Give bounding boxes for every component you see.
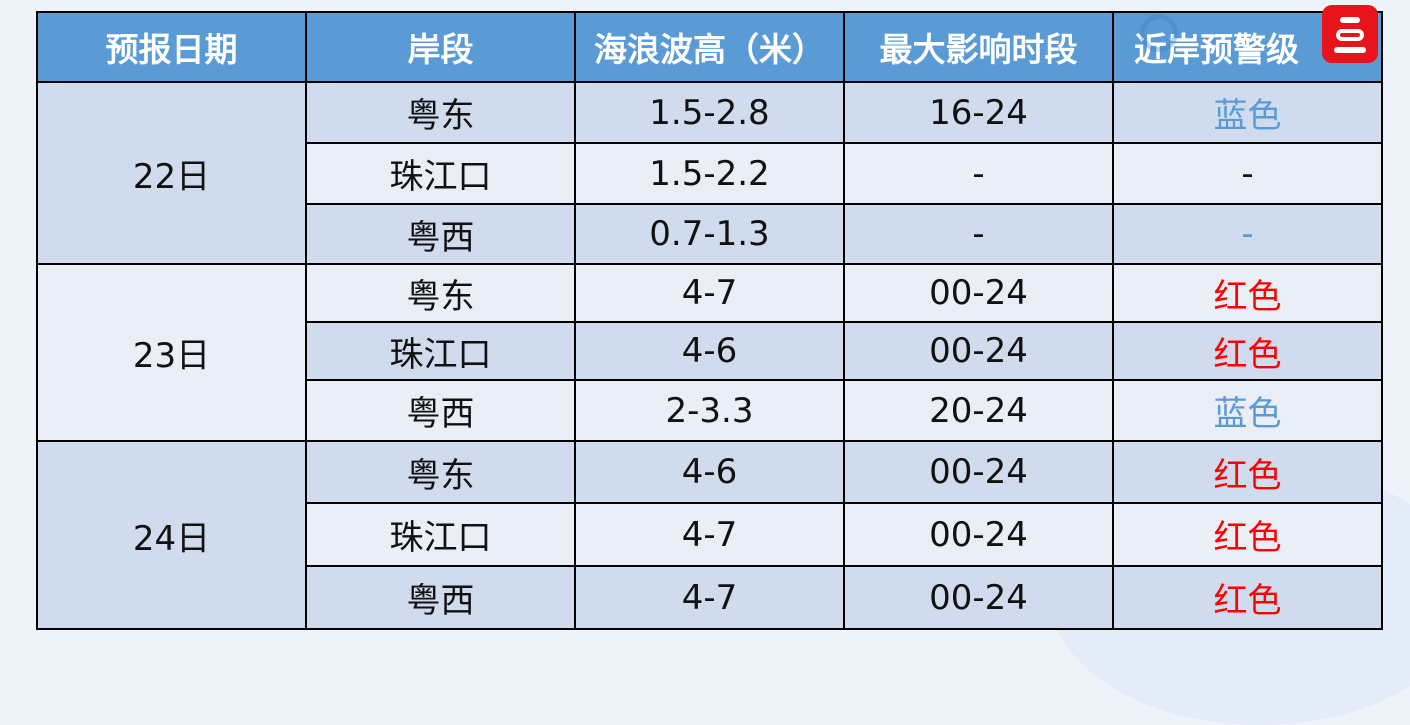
period-cell: 00-24 <box>843 321 1114 381</box>
period-cell: 00-24 <box>843 440 1114 504</box>
table-header-row: 预报日期 岸段 海浪波高（米） 最大影响时段 近岸预警级 <box>36 11 1383 83</box>
period-cell: 16-24 <box>843 81 1114 144</box>
wave-height-cell: 4-7 <box>574 263 845 323</box>
table-row: 珠江口 4-7 00-24 红色 <box>37 502 1383 567</box>
warning-level-cell: 蓝色 <box>1112 379 1383 442</box>
wave-height-cell: 1.5-2.8 <box>574 81 845 144</box>
wave-height-cell: 4-7 <box>574 565 845 630</box>
warning-level-cell: 蓝色 <box>1112 81 1383 144</box>
header-date: 预报日期 <box>36 11 307 83</box>
area-cell: 珠江口 <box>305 142 576 205</box>
wave-height-cell: 4-7 <box>574 502 845 567</box>
period-cell: 00-24 <box>843 263 1114 323</box>
area-cell: 粤西 <box>305 203 576 265</box>
table-row: 粤西 0.7-1.3- - <box>37 203 1383 265</box>
wave-height-cell: 2-3.3 <box>574 379 845 442</box>
area-cell: 粤西 <box>305 379 576 442</box>
area-cell: 珠江口 <box>305 321 576 381</box>
header-period: 最大影响时段 <box>843 11 1114 83</box>
period-cell: 20-24 <box>843 379 1114 442</box>
header-area: 岸段 <box>305 11 576 83</box>
period-cell: 00-24 <box>843 565 1114 630</box>
wave-height-cell: 0.7-1.3 <box>574 203 845 265</box>
table-row: 珠江口 1.5-2.2- - <box>37 142 1383 205</box>
date-cell: 24日 <box>36 440 307 630</box>
period-cell: - <box>843 142 1114 205</box>
wave-forecast-table: 预报日期 岸段 海浪波高（米） 最大影响时段 近岸预警级 22日 粤东 1.5-2.… <box>36 11 1383 630</box>
yuexuexi-glyph-bottom-icon <box>1334 47 1366 53</box>
table-row: 珠江口 4-6 00-24 红色 <box>37 321 1383 381</box>
warning-level-cell: - <box>1112 203 1383 265</box>
period-cell: 00-24 <box>843 502 1114 567</box>
yuexuexi-glyph-mid-icon <box>1336 29 1364 41</box>
wave-height-cell: 4-6 <box>574 440 845 504</box>
period-cell: - <box>843 203 1114 265</box>
area-cell: 粤东 <box>305 263 576 323</box>
yuexuexi-glyph-top-icon <box>1340 17 1360 23</box>
area-cell: 珠江口 <box>305 502 576 567</box>
wave-height-cell: 4-6 <box>574 321 845 381</box>
date-cell: 23日 <box>36 263 307 442</box>
yuexuexi-app-logo-icon <box>1322 5 1378 63</box>
warning-level-cell: 红色 <box>1112 263 1383 323</box>
warning-level-cell: 红色 <box>1112 565 1383 630</box>
warning-level-cell: 红色 <box>1112 440 1383 504</box>
table-row: 粤西 2-3.3 20-24 蓝色 <box>37 379 1383 442</box>
area-cell: 粤东 <box>305 81 576 144</box>
area-cell: 粤东 <box>305 440 576 504</box>
area-cell: 粤西 <box>305 565 576 630</box>
warning-level-cell: 红色 <box>1112 321 1383 381</box>
table-row: 24日 粤东 4-6 00-24 红色 <box>36 440 1383 630</box>
table-row: 23日 粤东 4-7 00-24 红色 <box>36 263 1383 442</box>
table-row: 粤西 4-7 00-24 红色 <box>37 565 1383 630</box>
warning-level-cell: 红色 <box>1112 502 1383 567</box>
wave-height-cell: 1.5-2.2 <box>574 142 845 205</box>
warning-level-cell: - <box>1112 142 1383 205</box>
header-wave-height: 海浪波高（米） <box>574 11 845 83</box>
table-row: 22日 粤东 1.5-2.8 16-24 蓝色 <box>36 81 1383 265</box>
date-cell: 22日 <box>36 81 307 265</box>
